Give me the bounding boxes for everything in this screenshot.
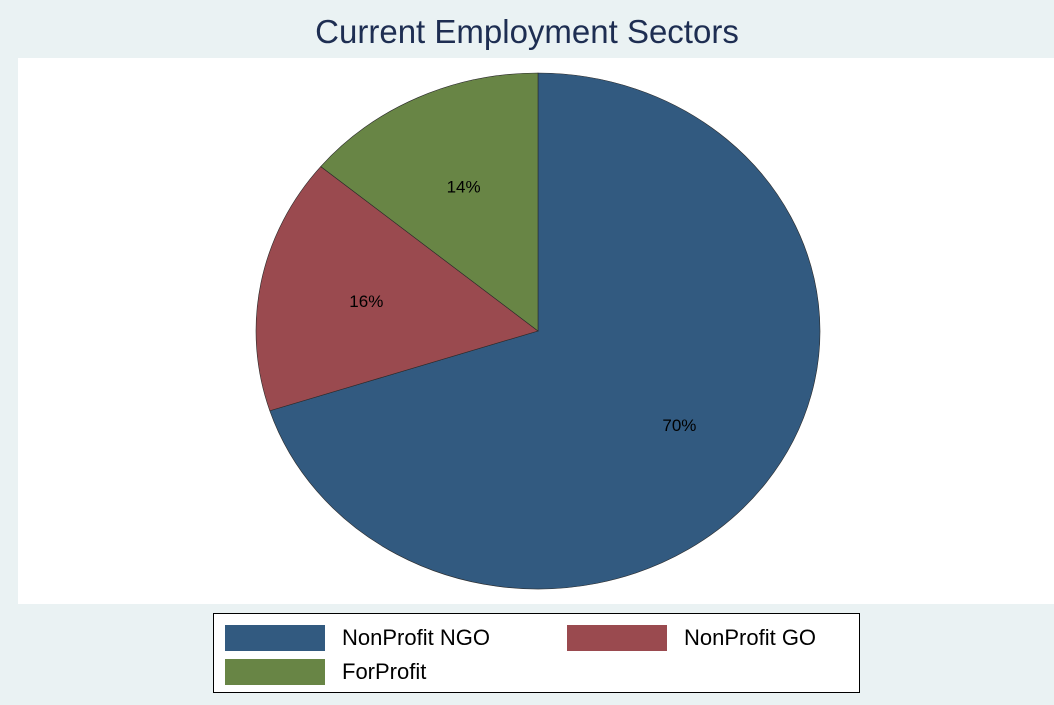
slice-label-forprofit: 14%	[447, 177, 481, 196]
legend-label-nonprofit-go: NonProfit GO	[684, 625, 817, 650]
legend-swatch-nonprofit-ngo	[225, 625, 325, 651]
legend-item-forprofit: ForProfit	[225, 658, 426, 686]
legend-label-forprofit: ForProfit	[342, 659, 427, 684]
slice-label-nonprofit-go: 16%	[349, 292, 383, 311]
pie-slice-forprofit	[320, 72, 539, 332]
slice-label-nonprofit-ngo: 70%	[662, 416, 696, 435]
legend-swatch-forprofit	[225, 659, 325, 685]
legend: NonProfit NGO NonProfit GO ForProfit	[213, 613, 860, 693]
legend-swatch-nonprofit-go	[567, 625, 667, 651]
pie-chart: 70% 16% 14%	[255, 72, 821, 590]
plot-area: 70% 16% 14%	[18, 58, 1054, 604]
legend-label-nonprofit-ngo: NonProfit NGO	[342, 625, 490, 650]
pie-slice-nonprofit-ngo	[269, 72, 821, 590]
legend-item-nonprofit-ngo: NonProfit NGO	[225, 624, 490, 652]
chart-title: Current Employment Sectors	[315, 13, 739, 50]
pie-slice-nonprofit-go	[255, 166, 539, 412]
legend-item-nonprofit-go: NonProfit GO	[567, 624, 816, 652]
